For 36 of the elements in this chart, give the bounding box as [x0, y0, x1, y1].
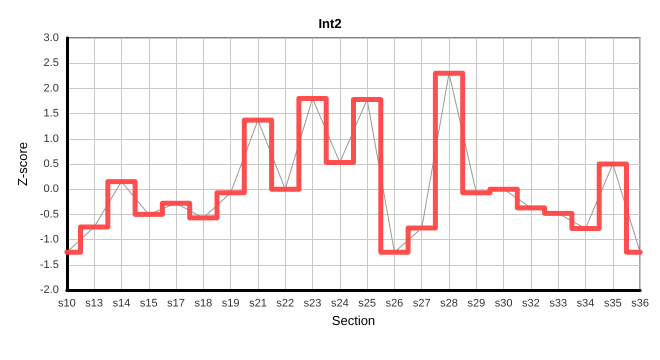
- y-tick-label: 0.5: [44, 158, 59, 170]
- x-tick-label: s19: [222, 298, 240, 310]
- y-tick-label: 3.0: [44, 32, 59, 44]
- x-tick-label: s33: [549, 298, 568, 310]
- x-tick-label: s22: [276, 298, 294, 310]
- chart-title: Int2: [318, 16, 342, 31]
- x-tick-label: s10: [58, 298, 76, 310]
- x-tick-label: s34: [576, 298, 594, 310]
- y-tick-label: 0.0: [44, 183, 59, 196]
- y-tick-label: 2.0: [44, 82, 59, 94]
- y-tick-label: 2.5: [44, 57, 59, 70]
- x-tick-label: s32: [522, 298, 540, 310]
- y-tick-label: 1.0: [44, 132, 59, 145]
- x-tick-label: s15: [140, 298, 158, 310]
- x-tick-label: s18: [194, 298, 212, 310]
- x-tick-label: s23: [304, 298, 322, 310]
- y-axis-title: Z-score: [15, 142, 30, 186]
- x-tick-label: s28: [440, 298, 458, 310]
- y-tick-label: 1.5: [44, 108, 59, 120]
- x-tick-label: s25: [358, 298, 376, 310]
- x-tick-label: s30: [494, 298, 513, 310]
- x-tick-label: s24: [330, 298, 349, 310]
- y-tick-label: -1.0: [40, 234, 59, 246]
- x-tick-label: s29: [467, 298, 486, 310]
- x-tick-label: s17: [167, 298, 185, 310]
- x-axis-title: Section: [332, 313, 376, 328]
- x-tick-label: s14: [112, 298, 130, 310]
- x-tick-label: s36: [631, 298, 650, 310]
- x-tick-label: s13: [85, 298, 104, 310]
- y-tick-label: -2.0: [40, 284, 59, 296]
- x-tick-label: s27: [412, 298, 431, 310]
- y-tick-label: -0.5: [40, 208, 59, 220]
- x-tick-label: s35: [604, 298, 622, 310]
- y-tick-label: -1.5: [40, 258, 59, 271]
- x-tick-label: s26: [386, 298, 404, 310]
- x-tick-label: s21: [249, 298, 267, 310]
